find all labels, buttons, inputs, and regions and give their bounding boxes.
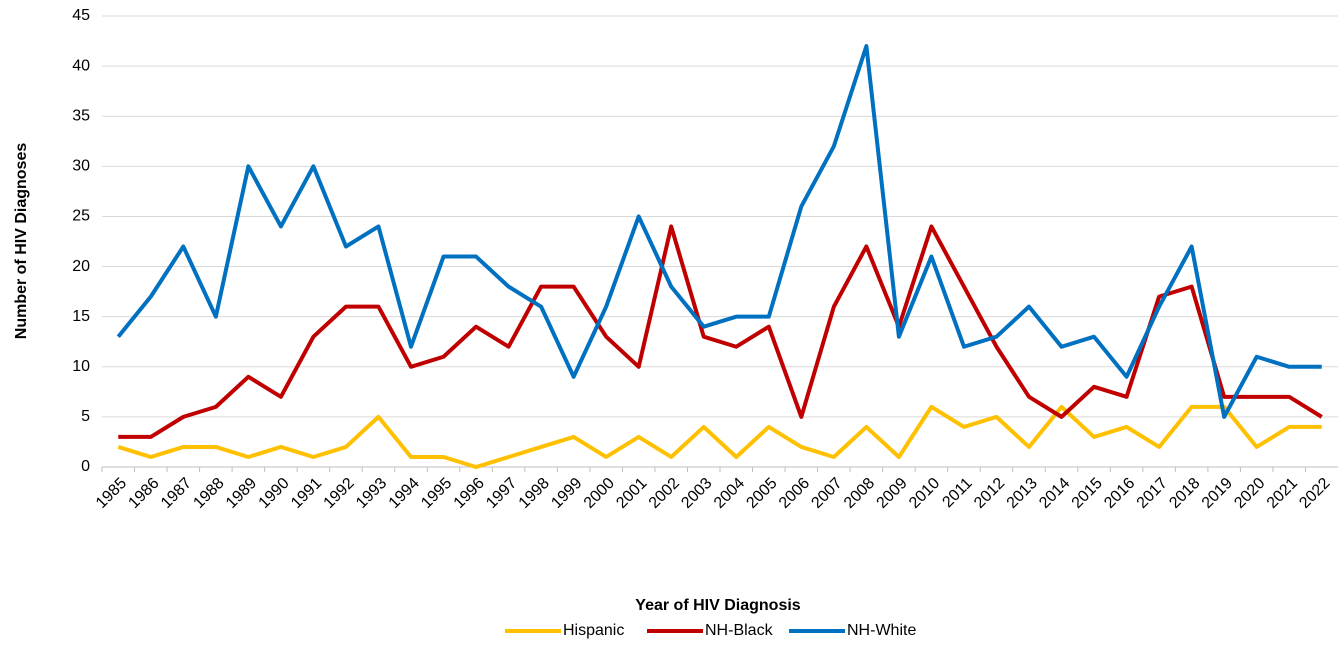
x-tick-label: 1991 <box>288 475 325 512</box>
y-tick-label: 10 <box>72 358 90 375</box>
x-tick-label: 2002 <box>646 475 683 512</box>
x-tick-label: 2021 <box>1264 475 1301 512</box>
series-line <box>117 404 1322 469</box>
x-tick-label: 2007 <box>808 475 845 512</box>
x-tick-label: 2014 <box>1036 475 1073 512</box>
x-tick-label: 2001 <box>613 475 650 512</box>
x-tick-label: 2009 <box>874 475 911 512</box>
x-tick-label: 1990 <box>256 475 293 512</box>
y-tick-label: 45 <box>72 7 90 24</box>
x-tick-label: 2006 <box>776 475 813 512</box>
y-tick-label: 30 <box>72 158 90 175</box>
x-tick-label: 2000 <box>581 475 618 512</box>
x-tick-label: 2011 <box>939 475 975 511</box>
x-axis-title: Year of HIV Diagnosis <box>635 597 800 614</box>
x-tick-label: 1997 <box>483 475 520 512</box>
x-tick-label: 2012 <box>971 475 1008 512</box>
x-tick-label: 2018 <box>1166 475 1203 512</box>
x-tick-label: 2016 <box>1101 475 1138 512</box>
legend-label: NH-Black <box>705 622 774 639</box>
x-tick-label: 2013 <box>1004 475 1041 512</box>
x-tick-label: 2010 <box>906 475 943 512</box>
x-tick-label: 1999 <box>548 475 585 512</box>
x-tick-label: 1987 <box>158 475 195 512</box>
x-tick-label: 2019 <box>1199 475 1236 512</box>
y-tick-label: 0 <box>81 458 90 475</box>
x-tick-label: 1995 <box>418 475 455 512</box>
y-tick-label: 20 <box>72 258 90 275</box>
y-tick-label: 15 <box>72 308 90 325</box>
x-tick-label: 2005 <box>743 475 780 512</box>
y-tick-label: 5 <box>81 408 90 425</box>
x-tick-label: 1994 <box>386 475 423 512</box>
x-tick-label: 2020 <box>1231 475 1268 512</box>
x-tick-label: 2008 <box>841 475 878 512</box>
y-tick-label: 40 <box>72 57 90 74</box>
x-tick-label: 1996 <box>451 475 488 512</box>
x-tick-label: 1992 <box>321 475 358 512</box>
x-tick-label: 1989 <box>223 475 260 512</box>
x-tick-label: 1993 <box>353 475 390 512</box>
x-tick-label: 2003 <box>678 475 715 512</box>
legend-label: NH-White <box>847 622 916 639</box>
legend-label: Hispanic <box>563 622 624 639</box>
x-tick-label: 2022 <box>1296 475 1333 512</box>
x-tick-label: 1998 <box>516 475 553 512</box>
x-tick-label: 2004 <box>711 475 748 512</box>
x-tick-label: 1986 <box>125 475 162 512</box>
series-line <box>118 224 1323 439</box>
series-line <box>116 44 1322 419</box>
x-tick-label: 1988 <box>190 475 227 512</box>
y-tick-label: 35 <box>72 107 90 124</box>
y-tick-label: 25 <box>72 208 90 225</box>
x-tick-label: 2015 <box>1069 475 1106 512</box>
y-axis-title: Number of HIV Diagnoses <box>13 143 30 340</box>
x-tick-label: 1985 <box>93 475 130 512</box>
x-tick-label: 2017 <box>1134 475 1171 512</box>
